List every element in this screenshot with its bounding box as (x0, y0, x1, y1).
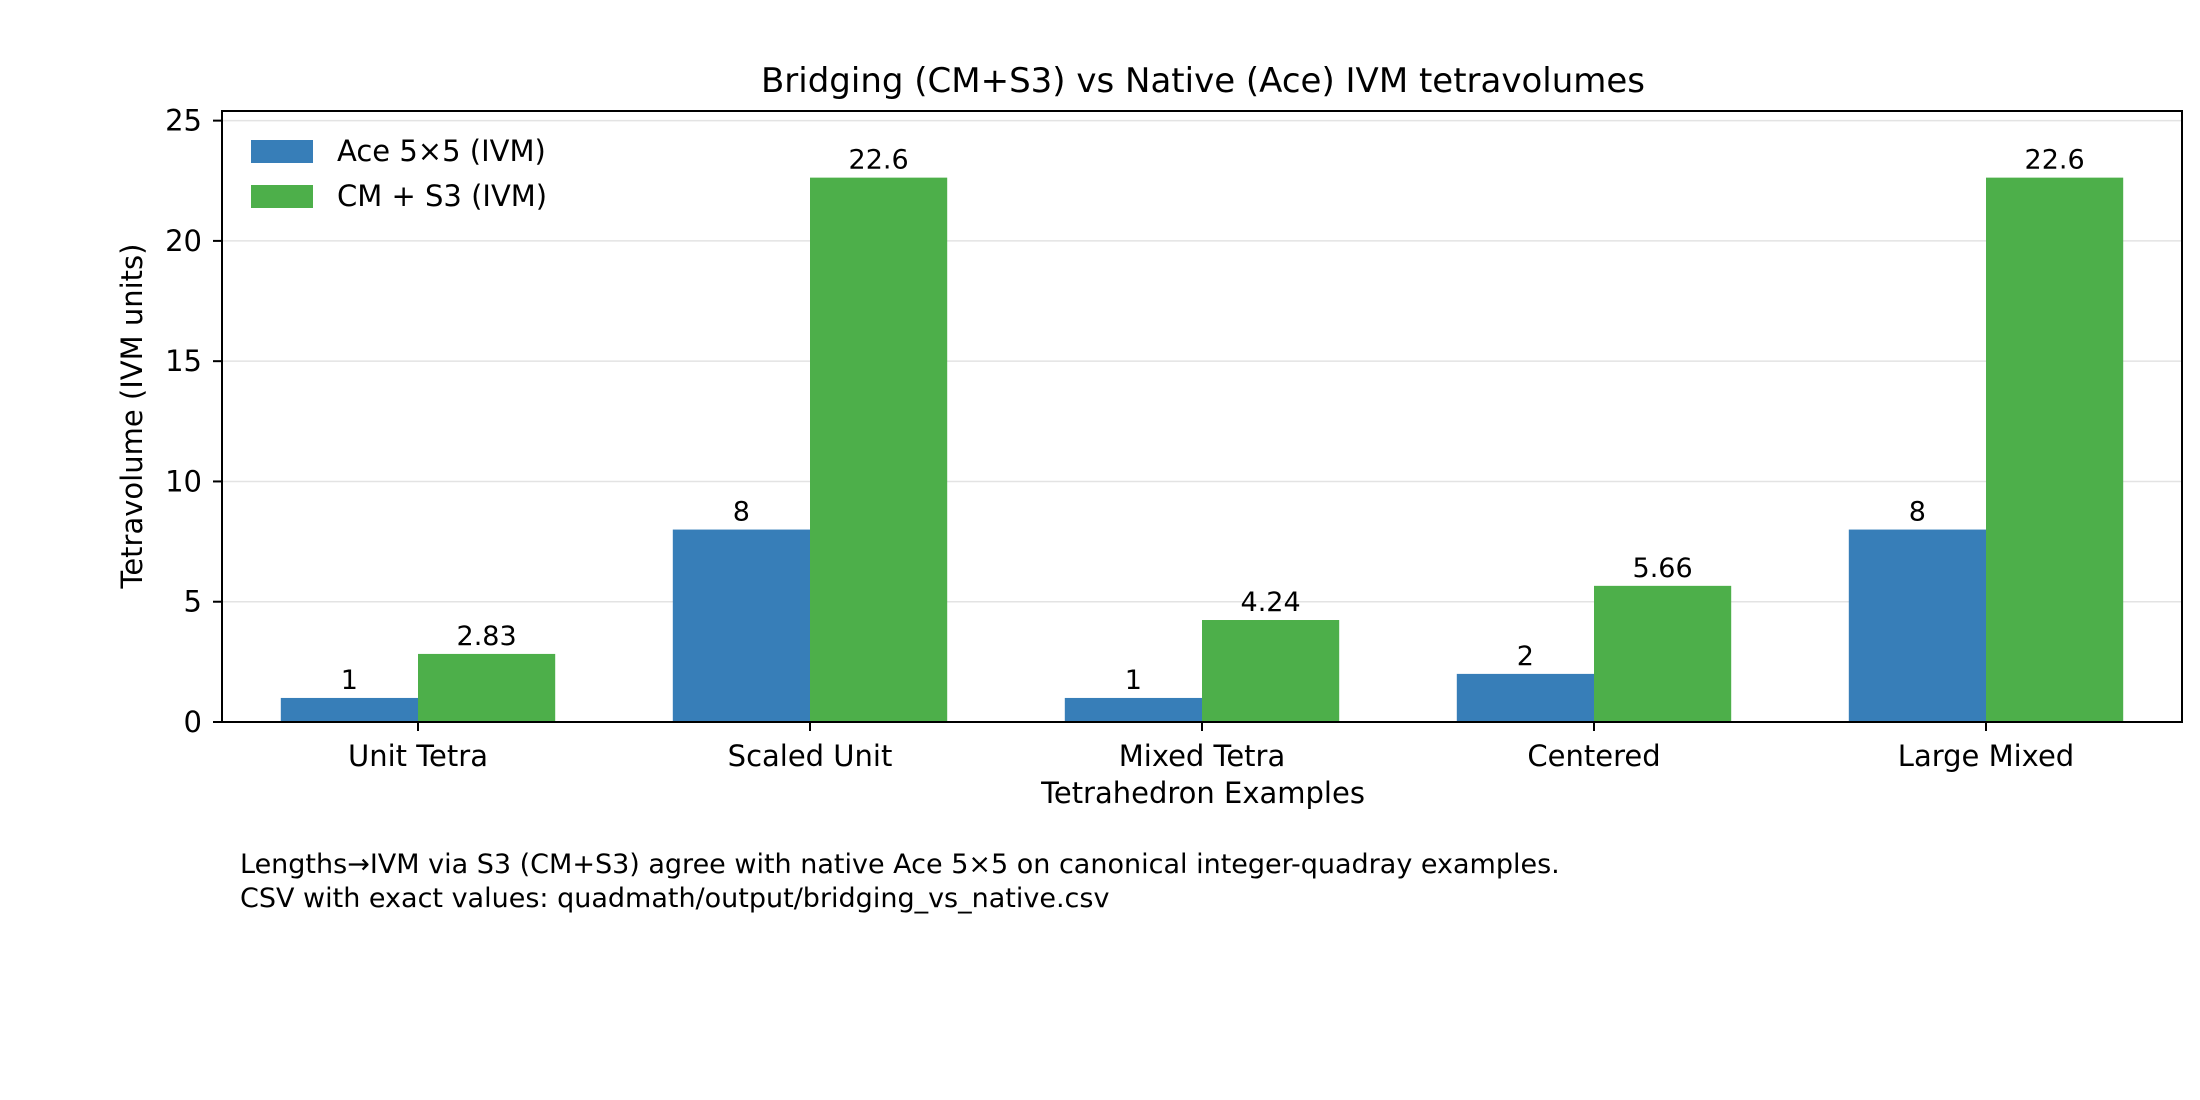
y-tick-label: 15 (165, 344, 202, 378)
chart-title: Bridging (CM+S3) vs Native (Ace) IVM tet… (761, 61, 1645, 101)
bar (1064, 697, 1202, 722)
bar-value-label: 5.66 (1633, 553, 1693, 584)
x-tick-label: Centered (1527, 739, 1660, 773)
legend-label-cm-s3: CM + S3 (IVM) (337, 179, 547, 213)
bar-value-label: 1 (341, 665, 358, 696)
bar-value-labels: 1 2.83 8 22.6 1 4.24 2 5.66 8 22.6 (341, 145, 2085, 696)
legend-swatch-cm-s3 (251, 185, 313, 208)
bar (280, 697, 418, 722)
bar-value-label: 2 (1517, 641, 1534, 672)
legend-label-ace: Ace 5×5 (IVM) (337, 134, 546, 168)
bar-value-label: 8 (1909, 497, 1926, 528)
y-tick-label: 10 (165, 464, 202, 498)
bar (1594, 585, 1732, 722)
y-tick-label: 5 (184, 585, 202, 619)
x-tick-label: Scaled Unit (728, 739, 893, 773)
x-axis: Unit Tetra Scaled Unit Mixed Tetra Centered… (348, 722, 2074, 773)
y-axis-label: Tetravolume (IVM units) (115, 244, 149, 590)
bar (1202, 620, 1340, 722)
caption-line-1: Lengths→IVM via S3 (CM+S3) agree with na… (240, 849, 1560, 880)
x-tick-label: Mixed Tetra (1119, 739, 1286, 773)
figure-caption: Lengths→IVM via S3 (CM+S3) agree with na… (240, 848, 1560, 916)
bar (418, 653, 556, 722)
bar (1848, 529, 1986, 722)
y-tick-label: 20 (165, 224, 202, 258)
bar-value-label: 1 (1125, 665, 1142, 696)
legend: Ace 5×5 (IVM) CM + S3 (IVM) (251, 134, 547, 213)
bar (1456, 673, 1594, 722)
caption-line-2: CSV with exact values: quadmath/output/b… (240, 883, 1110, 914)
bar (810, 177, 948, 722)
x-tick-label: Large Mixed (1898, 739, 2074, 773)
legend-swatch-ace (251, 140, 313, 163)
y-tick-label: 0 (184, 705, 202, 739)
bar-value-label: 8 (733, 497, 750, 528)
bar-value-label: 2.83 (457, 621, 517, 652)
y-axis: 0 5 10 15 20 25 (165, 104, 222, 739)
bar (1986, 177, 2124, 722)
bar (672, 529, 810, 722)
bar-value-label: 4.24 (1241, 587, 1301, 618)
x-tick-label: Unit Tetra (348, 739, 488, 773)
y-tick-label: 25 (165, 104, 202, 138)
x-axis-label: Tetrahedron Examples (1040, 776, 1365, 810)
bar-value-label: 22.6 (2025, 145, 2085, 176)
bars (280, 177, 2124, 722)
bar-value-label: 22.6 (849, 145, 909, 176)
